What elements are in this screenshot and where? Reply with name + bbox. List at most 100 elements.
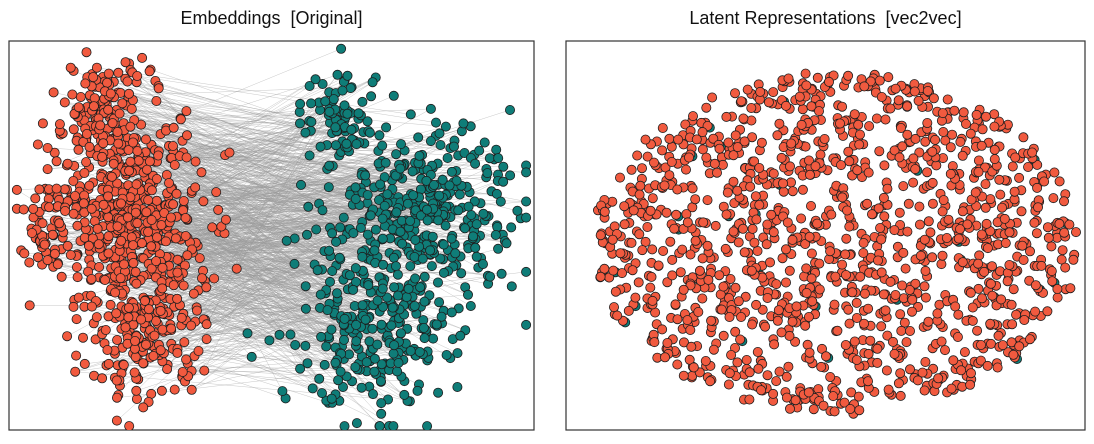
teal-point — [438, 267, 449, 278]
red-point — [899, 317, 910, 328]
teal-point — [338, 212, 349, 223]
red-point — [649, 157, 660, 168]
teal-point — [380, 157, 391, 168]
teal-point — [300, 340, 311, 351]
teal-point — [350, 263, 361, 274]
red-point — [746, 103, 757, 114]
teal-point — [372, 339, 383, 350]
red-point — [1052, 292, 1063, 303]
red-point — [146, 214, 157, 225]
red-point — [928, 93, 939, 104]
red-point — [658, 245, 669, 256]
red-point — [894, 207, 905, 218]
red-point — [136, 314, 147, 325]
red-point — [841, 233, 852, 244]
red-point — [100, 324, 111, 335]
red-point — [855, 271, 866, 282]
teal-point — [414, 150, 425, 161]
teal-point — [425, 245, 436, 256]
connector-line — [159, 174, 365, 308]
red-point — [672, 314, 683, 325]
red-point — [168, 280, 179, 291]
red-point — [940, 345, 951, 356]
red-point — [157, 324, 168, 335]
red-point — [201, 282, 212, 293]
teal-point — [421, 204, 432, 215]
red-point — [54, 119, 65, 130]
teal-point — [339, 100, 350, 111]
teal-point — [446, 233, 457, 244]
teal-point — [330, 236, 341, 247]
red-point — [855, 129, 866, 140]
red-point — [804, 155, 815, 166]
red-point — [633, 277, 644, 288]
red-point — [701, 102, 712, 113]
red-point — [157, 283, 168, 294]
red-point — [897, 141, 908, 152]
red-point — [787, 234, 798, 245]
red-point — [1016, 206, 1027, 217]
red-point — [714, 270, 725, 281]
red-point — [942, 94, 953, 105]
red-point — [721, 111, 732, 122]
red-point — [670, 299, 681, 310]
red-point — [129, 335, 140, 346]
teal-point — [427, 231, 438, 242]
red-point — [781, 244, 792, 255]
red-point — [653, 260, 664, 271]
red-point — [1011, 309, 1022, 320]
teal-point — [324, 245, 335, 256]
teal-point — [310, 74, 321, 85]
red-point — [59, 184, 70, 195]
red-point — [844, 221, 855, 232]
red-point — [905, 325, 916, 336]
teal-point — [452, 348, 463, 359]
red-point — [79, 167, 90, 178]
teal-point — [417, 253, 428, 264]
red-point — [1064, 219, 1075, 230]
teal-point — [294, 118, 305, 129]
red-point — [909, 86, 920, 97]
red-point — [661, 207, 672, 218]
teal-point — [468, 231, 479, 242]
red-point — [647, 244, 658, 255]
red-point — [980, 179, 991, 190]
red-point — [630, 292, 641, 303]
red-point — [642, 221, 653, 232]
red-point — [180, 212, 191, 223]
red-point — [717, 159, 728, 170]
red-point — [157, 262, 168, 273]
red-point — [888, 336, 899, 347]
red-point — [111, 308, 122, 319]
red-point — [927, 198, 938, 209]
red-point — [124, 421, 135, 430]
red-point — [778, 178, 789, 189]
red-point — [112, 392, 123, 403]
teal-point — [422, 215, 433, 226]
red-point — [882, 330, 893, 341]
red-point — [837, 101, 848, 112]
teal-point — [264, 335, 275, 346]
red-point — [907, 306, 918, 317]
red-point — [97, 151, 108, 162]
red-point — [844, 318, 855, 329]
red-point — [42, 142, 53, 153]
teal-point — [446, 166, 457, 177]
red-point — [786, 138, 797, 149]
red-point — [885, 276, 896, 287]
red-point — [933, 373, 944, 384]
teal-point — [317, 205, 328, 216]
teal-point — [392, 366, 403, 377]
red-point — [812, 218, 823, 229]
teal-point — [419, 296, 430, 307]
red-point — [919, 281, 930, 292]
teal-point — [377, 213, 388, 224]
red-point — [697, 127, 708, 138]
red-point — [797, 104, 808, 115]
connector-line — [204, 370, 286, 399]
teal-point — [338, 334, 349, 345]
red-point — [895, 368, 906, 379]
red-point — [608, 265, 619, 276]
red-point — [178, 280, 189, 291]
red-point — [71, 262, 82, 273]
